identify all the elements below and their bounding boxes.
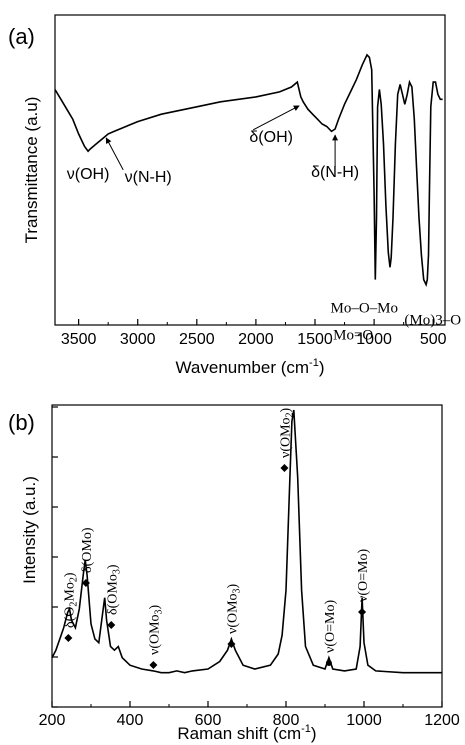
panel-a-frame: [54, 14, 446, 326]
panel-b-annotation: δ(O2Mo2): [62, 572, 79, 628]
panel-b-x-tick-label: 200: [39, 712, 66, 729]
panel-a-y-axis-label: Transmittance (a.u): [22, 97, 41, 244]
panel-b-x-tick-label: 600: [195, 712, 222, 729]
panel-b-x-label-tail: ): [311, 724, 317, 743]
panel-b-x-axis-label: Raman shift (cm-1): [177, 723, 316, 743]
panel-b-x-tick-label: 400: [117, 712, 144, 729]
panel-b-spectrum-line: [51, 409, 442, 674]
panel-a-x-tick-label: 1000: [356, 331, 392, 348]
panel-a-x-tick-label: 2500: [179, 331, 215, 348]
panel-b-x-ticks: 200 400 600 800 1000 1200: [39, 406, 460, 729]
panel-b-y-axis-label: Intensity (a.u.): [20, 476, 39, 584]
panel-b-x-tick-label: 800: [273, 712, 300, 729]
panel-a-annotations: ν(OH) ν(N-H) δ(OH) δ(N-H) Mo=O Mo–O–Mo (Mo)3–O: [67, 105, 461, 344]
panel-b-x-label-sup: -1: [301, 723, 311, 735]
panel-a-x-tick-label: 2000: [238, 331, 274, 348]
panel-b-annotation: ν(OMo2): [278, 407, 295, 458]
panel-a-x-tick-label: 500: [420, 331, 447, 348]
panel-b-x-tick-label: 1200: [424, 712, 460, 729]
panel-a-annotation: ν(OH): [67, 166, 110, 183]
panel-a-x-tick-label: 1500: [297, 331, 333, 348]
panel-a-annotation-arrow: [105, 137, 124, 171]
panel-b-annotation: δ(OMo3): [105, 564, 122, 615]
panel-a-label: (a): [8, 24, 35, 49]
panel-b-x-label-main: Raman shift (cm: [177, 724, 301, 743]
panel-b-peak-marker: [280, 464, 289, 472]
panel-b-annotation: ν(O=Mo): [323, 600, 338, 653]
panel-a-x-label-tail: ): [319, 358, 325, 377]
panel-b-annotation: ν(OMo3): [147, 604, 164, 655]
panel-a-x-label-main: Wavenumber (cm: [176, 358, 310, 377]
panel-a-x-ticks: 3500 3000 2500 2000 1500 1000 500: [61, 319, 447, 348]
panel-a-x-axis-label: Wavenumber (cm-1): [176, 357, 325, 377]
panel-b-peak-marker: [325, 660, 332, 666]
panel-b-peak-marker: [107, 621, 116, 629]
panel-a-x-tick-label: 3500: [61, 331, 97, 348]
panel-b-x-tick-label: 1000: [346, 712, 382, 729]
panel-b-peak-marker: [358, 608, 367, 616]
panel-b-annotations: δ(O2Mo2)δ(OMo) δ(OMo3) ν(OMo3) ν(OMo3) ν(OMo…: [62, 407, 371, 669]
panel-b: (b) 200 400 600 800 1000 1200 δ(O2Mo2)δ(OMo)δ…: [8, 404, 460, 743]
panel-b-annotation: ν(O=Mo): [356, 549, 371, 602]
panel-a-x-tick-label: 3000: [120, 331, 156, 348]
panel-b-frame: [51, 404, 443, 708]
panel-a-annotation-arrow: [252, 105, 300, 131]
panel-a-annotation: Mo–O–Mo: [331, 300, 399, 316]
panel-a-annotation: δ(N-H): [311, 164, 359, 181]
panel-a-annotation: (Mo)3–O: [404, 313, 461, 329]
panel-a-annotation: ν(N-H): [125, 169, 172, 186]
panel-b-peak-marker: [81, 579, 90, 587]
panel-a: (a) 3500 3000 2500 2000 1500 1000 500 ν(OH) ν(N…: [8, 14, 461, 377]
panel-b-series: [51, 409, 442, 674]
panel-a-annotation: Mo=O: [333, 328, 373, 344]
panel-a-x-label-sup: -1: [309, 357, 319, 369]
panel-a-annotation: δ(OH): [249, 129, 293, 146]
panel-a-series: [54, 53, 443, 287]
panel-b-peak-marker: [227, 640, 236, 648]
panel-b-label: (b): [8, 410, 35, 435]
panel-b-annotation: ν(OMo3): [225, 583, 242, 634]
panel-b-peak-marker: [149, 661, 158, 669]
panel-b-peak-marker: [64, 634, 73, 642]
panel-a-spectrum-line: [54, 53, 443, 287]
panel-b-annotation: δ(OMo): [80, 527, 95, 573]
